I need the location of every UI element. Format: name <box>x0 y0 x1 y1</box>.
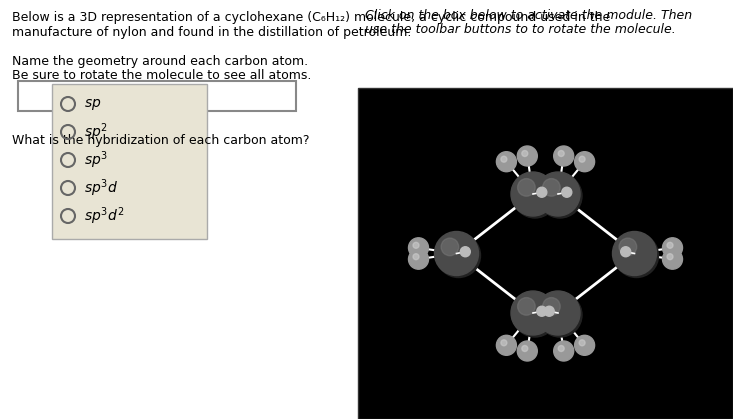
Circle shape <box>538 293 582 337</box>
Circle shape <box>435 232 479 276</box>
Circle shape <box>460 247 471 257</box>
Circle shape <box>511 291 555 335</box>
Circle shape <box>496 152 517 172</box>
Circle shape <box>501 156 507 162</box>
Circle shape <box>511 172 555 216</box>
Circle shape <box>538 174 582 218</box>
Circle shape <box>663 249 682 269</box>
Text: $sp^2$: $sp^2$ <box>84 121 108 143</box>
Circle shape <box>517 297 535 315</box>
Circle shape <box>536 172 580 216</box>
Circle shape <box>613 232 657 276</box>
Circle shape <box>517 341 537 361</box>
Circle shape <box>542 297 560 315</box>
Circle shape <box>537 187 547 197</box>
Bar <box>18 81 296 111</box>
Circle shape <box>513 293 557 337</box>
Text: Below is a 3D representation of a cyclohexane (C₆H₁₂) molecule, a cyclic compoun: Below is a 3D representation of a cycloh… <box>12 11 611 24</box>
Circle shape <box>408 249 429 269</box>
Circle shape <box>575 152 594 172</box>
Text: Be sure to rotate the molecule to see all atoms.: Be sure to rotate the molecule to see al… <box>12 69 312 82</box>
Bar <box>52 84 207 239</box>
Circle shape <box>536 291 580 335</box>
Circle shape <box>575 335 594 355</box>
Circle shape <box>561 187 572 197</box>
Text: $sp^3$: $sp^3$ <box>84 149 108 171</box>
Circle shape <box>408 238 429 258</box>
Circle shape <box>522 150 528 157</box>
Circle shape <box>501 340 507 346</box>
Circle shape <box>441 238 459 256</box>
Circle shape <box>544 306 554 316</box>
Circle shape <box>663 238 682 258</box>
Text: manufacture of nylon and found in the distillation of petroleum.: manufacture of nylon and found in the di… <box>12 26 411 39</box>
Text: $sp$: $sp$ <box>84 96 101 111</box>
Circle shape <box>559 346 564 352</box>
Circle shape <box>667 242 673 248</box>
Circle shape <box>553 341 574 361</box>
Text: $sp^3d^2$: $sp^3d^2$ <box>84 205 125 227</box>
Circle shape <box>619 238 637 256</box>
Circle shape <box>513 174 557 218</box>
Bar <box>358 88 733 419</box>
Circle shape <box>537 306 547 316</box>
Circle shape <box>542 178 560 196</box>
Circle shape <box>413 242 419 248</box>
Circle shape <box>667 253 673 260</box>
Text: Click on the box below to activate the module. Then: Click on the box below to activate the m… <box>365 9 692 22</box>
Circle shape <box>553 146 574 166</box>
Circle shape <box>522 346 528 352</box>
Text: $sp^3d$: $sp^3d$ <box>84 177 118 199</box>
Text: use the toolbar buttons to to rotate the molecule.: use the toolbar buttons to to rotate the… <box>365 23 676 36</box>
Circle shape <box>496 335 517 355</box>
Text: What is the hybridization of each carbon atom?: What is the hybridization of each carbon… <box>12 134 309 147</box>
Text: Name the geometry around each carbon atom.: Name the geometry around each carbon ato… <box>12 55 308 68</box>
Circle shape <box>517 178 535 196</box>
Circle shape <box>436 233 481 277</box>
Circle shape <box>413 253 419 260</box>
Circle shape <box>579 340 585 346</box>
Circle shape <box>579 156 585 162</box>
Circle shape <box>517 146 537 166</box>
Circle shape <box>621 247 630 257</box>
Circle shape <box>614 233 658 277</box>
Circle shape <box>559 150 564 157</box>
